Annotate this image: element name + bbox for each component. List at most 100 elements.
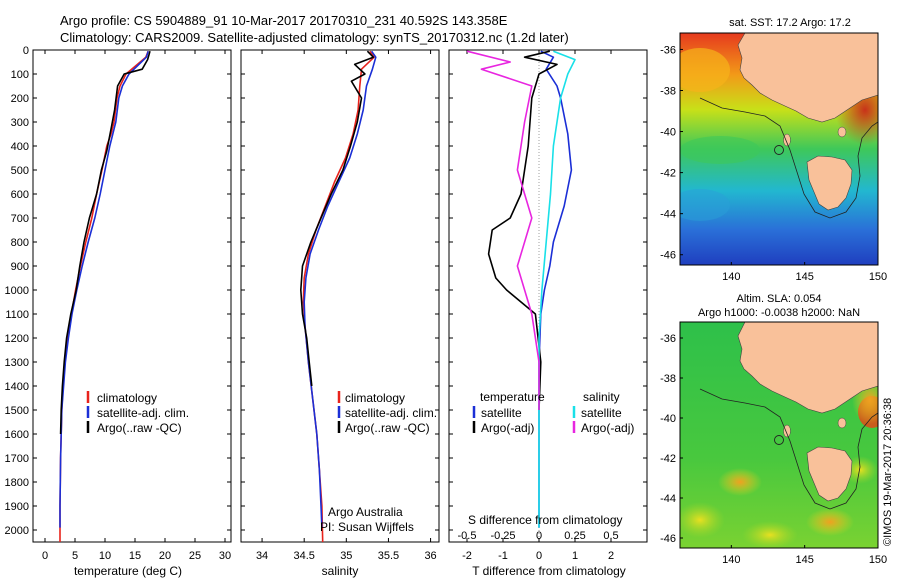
legend-label-satellite: satellite-adj. clim.	[345, 406, 437, 420]
legend-label-argo: Argo(..raw -QC)	[345, 421, 430, 435]
legend-label-satellite: satellite-adj. clim.	[97, 406, 189, 420]
map-y-tick-label: -38	[660, 85, 676, 97]
y-tick-label: 1300	[5, 357, 29, 369]
x-tick-label: 35	[340, 550, 352, 562]
salinity-xlabel: salinity	[322, 564, 359, 578]
map-y-tick-label: -44	[660, 209, 676, 221]
map-y-tick-label: -36	[660, 333, 676, 345]
map-x-tick-label: 140	[722, 271, 740, 283]
y-tick-label: 1900	[5, 501, 29, 513]
sst-map	[680, 33, 878, 265]
map-x-tick-label: 150	[869, 554, 887, 566]
shelf-contour	[699, 388, 878, 510]
y-tick-label: 300	[11, 117, 29, 129]
map-x-tick-label: 140	[722, 554, 740, 566]
x-tick-label: 36	[424, 550, 436, 562]
x2-tick-label: -0.25	[490, 530, 515, 542]
sla-map-title-1: Altim. SLA: 0.054	[737, 293, 822, 305]
sst-map-frame	[679, 32, 879, 266]
map-y-tick-label: -40	[660, 413, 676, 425]
y-tick-label: 1100	[5, 309, 29, 321]
series-difference-s-argo-adj-	[466, 50, 540, 410]
map-y-tick-label: -40	[660, 127, 676, 139]
float-marker	[774, 435, 784, 445]
salinity-panel-frame	[240, 49, 440, 543]
temperature-legend: climatology satellite-adj. clim. Argo(..…	[86, 391, 189, 435]
legend-header-salinity: salinity	[583, 390, 620, 404]
y-tick-label: 800	[11, 237, 29, 249]
series-temperature-satellite-adj-clim-	[59, 50, 149, 528]
mainland-land	[737, 33, 878, 123]
x-tick-label: 30	[219, 550, 231, 562]
map-y-tick-label: -46	[660, 250, 676, 262]
x-tick-label: 0	[536, 550, 542, 562]
salinity-legend: climatology satellite-adj. clim. Argo(..…	[320, 391, 437, 534]
sla-map-title-2: Argo h1000: -0.0038 h2000: NaN	[698, 307, 860, 319]
y-tick-label: 700	[11, 213, 29, 225]
tasmania-land	[806, 446, 853, 502]
y-tick-label: 1500	[5, 405, 29, 417]
s-difference-title: S difference from climatology	[468, 513, 623, 527]
series-temperature-climatology	[59, 50, 149, 542]
series-difference-t-argo-adj-	[487, 50, 558, 411]
tasmania-land	[806, 155, 853, 211]
header-line1: Argo profile: CS 5904889_91 10-Mar-2017 …	[60, 13, 508, 28]
x-tick-label: 34	[256, 550, 268, 562]
x-tick-label: 35.5	[378, 550, 399, 562]
x-tick-label: 5	[72, 550, 78, 562]
map-y-tick-label: -42	[660, 453, 676, 465]
flinders-island	[837, 126, 847, 138]
map-x-tick-label: 145	[795, 271, 813, 283]
map-y-tick-label: -46	[660, 533, 676, 545]
x-tick-label: 15	[129, 550, 141, 562]
series-difference-t-satellite	[538, 50, 573, 528]
map-x-tick-label: 145	[795, 554, 813, 566]
y-tick-label: 400	[11, 141, 29, 153]
x-tick-label: -2	[462, 550, 472, 562]
series-salinity-argo-raw-qc-	[299, 50, 375, 387]
temperature-xlabel: temperature (deg C)	[74, 564, 182, 578]
king-island	[783, 424, 791, 438]
y-tick-label: 500	[11, 165, 29, 177]
y-tick-label: 1800	[5, 477, 29, 489]
y-tick-label: 100	[11, 69, 29, 81]
series-salinity-climatology	[302, 50, 375, 543]
x-tick-label: -1	[498, 550, 508, 562]
sla-map-frame	[679, 321, 879, 549]
x-tick-label: 0	[42, 550, 48, 562]
map-y-tick-label: -42	[660, 168, 676, 180]
x-tick-label: 2	[608, 550, 614, 562]
imos-stamp: ©IMOS 19-Mar-2017 20:36:38	[882, 398, 894, 546]
float-marker	[774, 145, 784, 155]
legend-label-t-satellite: satellite	[481, 406, 522, 420]
x-tick-label: 34.5	[293, 550, 314, 562]
x2-tick-label: 0.25	[564, 530, 585, 542]
y-tick-label: 2000	[5, 525, 29, 537]
legend-label-t-argo: Argo(-adj)	[481, 421, 534, 435]
series-temperature-argo-raw-qc-	[59, 50, 151, 435]
y-tick-label: 0	[23, 45, 29, 57]
y-tick-label: 1400	[5, 381, 29, 393]
x-tick-label: 25	[189, 550, 201, 562]
header-line2: Climatology: CARS2009. Satellite-adjuste…	[60, 30, 569, 45]
sla-map	[680, 322, 878, 548]
mainland-land	[737, 322, 878, 414]
legend-label-climatology: climatology	[97, 391, 157, 405]
map-y-tick-label: -38	[660, 373, 676, 385]
difference-panel-frame	[448, 49, 648, 543]
x-tick-label: 1	[572, 550, 578, 562]
profile-plots: 0100200300400500600700800900100011001200…	[5, 45, 647, 562]
y-tick-label: 1200	[5, 333, 29, 345]
legend-label-s-satellite: satellite	[581, 406, 622, 420]
king-island	[783, 133, 791, 147]
y-tick-label: 1600	[5, 429, 29, 441]
x2-tick-label: 0	[536, 530, 542, 542]
y-tick-label: 1000	[5, 285, 29, 297]
map-x-tick-label: 150	[869, 271, 887, 283]
sst-map-title: sat. SST: 17.2 Argo: 17.2	[729, 17, 851, 29]
legend-label-argo: Argo(..raw -QC)	[97, 421, 182, 435]
x-tick-label: 10	[99, 550, 111, 562]
y-tick-label: 600	[11, 189, 29, 201]
temperature-panel-frame	[32, 49, 232, 543]
